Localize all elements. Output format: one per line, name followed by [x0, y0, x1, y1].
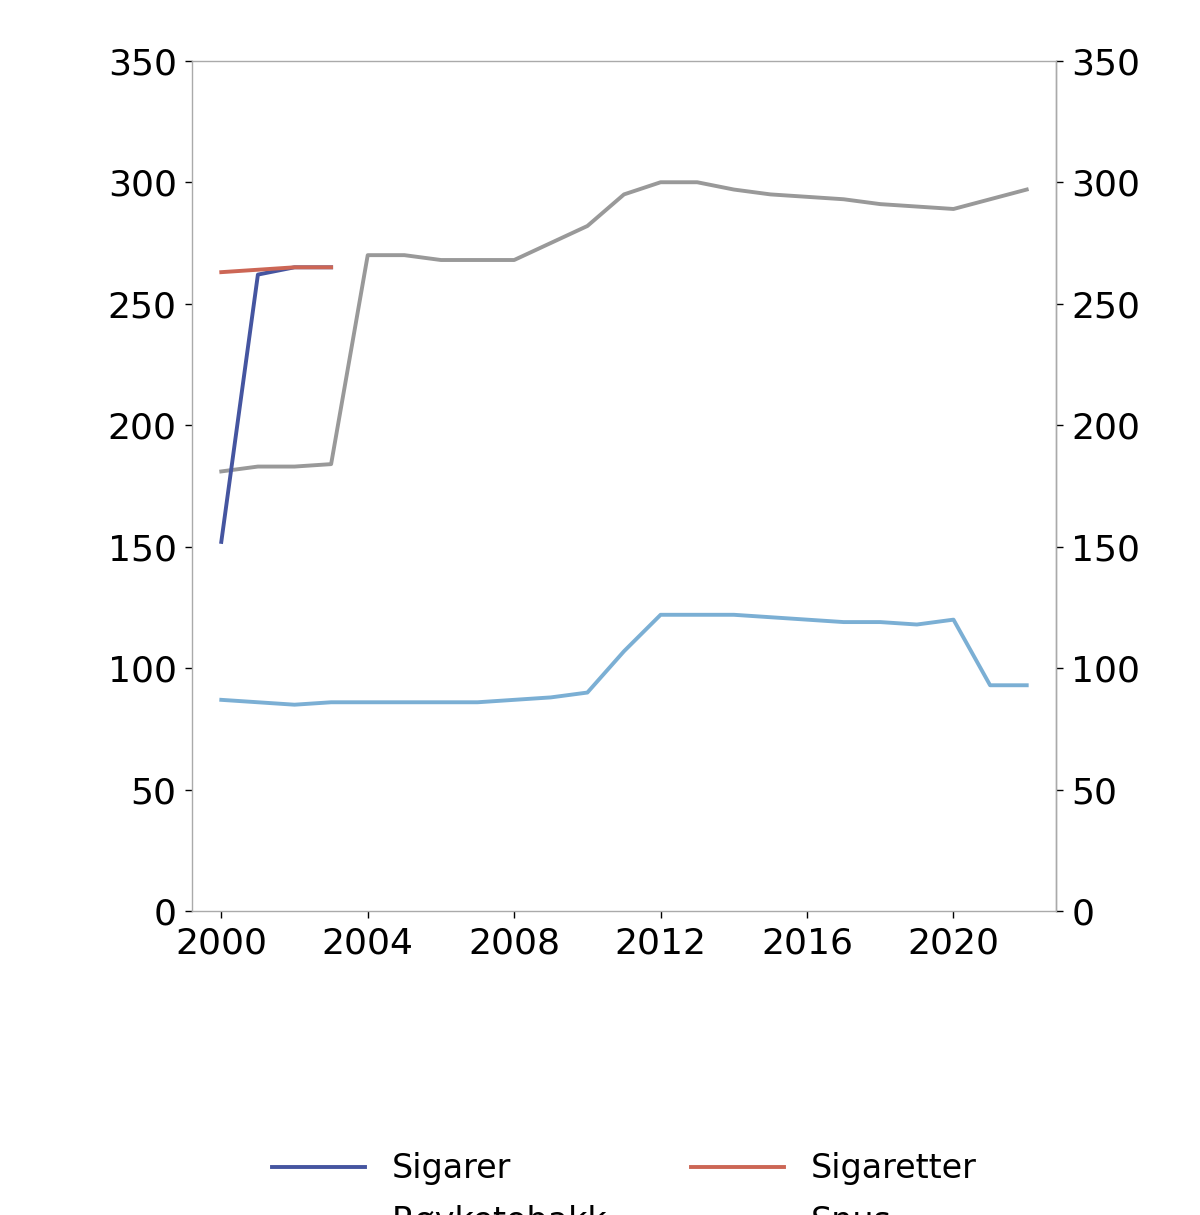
Legend: Sigarer, Røyketobakk, Sigaretter, Snus: Sigarer, Røyketobakk, Sigaretter, Snus — [258, 1140, 990, 1215]
